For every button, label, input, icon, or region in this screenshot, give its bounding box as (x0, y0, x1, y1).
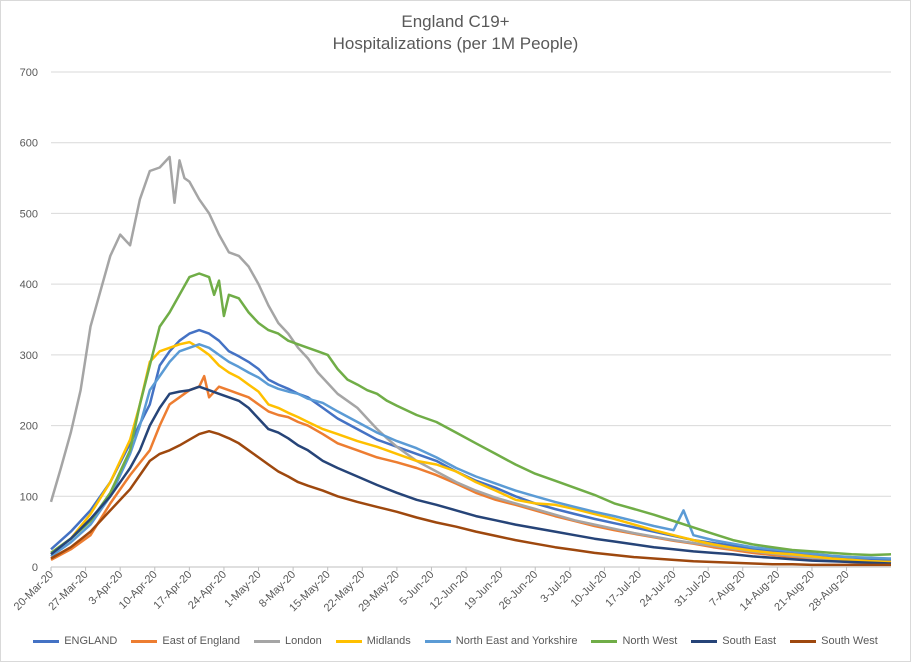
legend-item: South East (691, 635, 776, 647)
legend-label: South West (821, 635, 878, 647)
legend-label: North West (622, 635, 678, 647)
series-line-england (50, 328, 891, 562)
legend-label: Midlands (366, 635, 411, 647)
legend-label: North East and Yorkshire (455, 635, 578, 647)
series-line-south-west (50, 429, 891, 567)
legend-item: North East and Yorkshire (424, 635, 578, 647)
gridlines (51, 71, 891, 568)
legend-item: East of England (131, 635, 240, 647)
legend-swatch (691, 639, 718, 643)
legend-swatch (591, 639, 618, 643)
legend-label: ENGLAND (64, 635, 118, 647)
y-tick-label: 100 (20, 491, 38, 503)
series-line-south-east (50, 385, 892, 565)
x-tick-label: 1-May-20 (222, 569, 263, 610)
legend-item: ENGLAND (33, 635, 117, 647)
x-tick-label: 17-Jul-20 (603, 569, 644, 610)
y-tick-label: 500 (20, 208, 38, 220)
legend-swatch (131, 639, 158, 643)
y-tick-label: 200 (20, 421, 38, 433)
legend-swatch (424, 639, 451, 643)
series-line-north-west (50, 272, 892, 557)
legend-swatch (335, 639, 362, 643)
y-tick-label: 600 (20, 138, 38, 150)
legend-item: South West (790, 635, 878, 647)
x-tick-label: 10-Jul-20 (569, 569, 610, 610)
series-line-east-of-england (50, 374, 892, 565)
y-tick-label: 300 (20, 350, 38, 362)
chart-title-line2: Hospitalizations (per 1M People) (332, 34, 579, 53)
legend-item: London (254, 635, 322, 647)
series-lines (49, 155, 892, 567)
legend-label: South East (722, 635, 777, 647)
legend-label: London (285, 635, 322, 647)
x-axis-ticks: 20-Mar-2027-Mar-203-Apr-2010-Apr-2017-Ap… (12, 567, 852, 614)
series-line-london (49, 155, 892, 564)
x-tick-label: 24-Jul-20 (638, 569, 679, 610)
y-tick-label: 0 (32, 562, 38, 574)
x-tick-label: 31-Jul-20 (672, 569, 713, 610)
series-line-north-east-and-yorkshire (50, 343, 892, 560)
legend-swatch (254, 639, 281, 643)
chart-title: England C19+ Hospitalizations (per 1M Pe… (1, 11, 910, 55)
legend-swatch (33, 639, 60, 643)
line-chart: 0 100 200 300 400 500 600 700 20-Mar-2027-Mar-2… (12, 67, 892, 614)
legend-swatch (790, 639, 817, 643)
legend: ENGLAND East of England London Midlands Nort… (1, 635, 910, 647)
series-line-midlands (50, 340, 892, 564)
legend-item: North West (591, 635, 677, 647)
y-tick-label: 700 (20, 67, 38, 79)
legend-label: East of England (162, 635, 241, 647)
y-tick-label: 400 (20, 279, 38, 291)
chart-title-line1: England C19+ (401, 12, 510, 31)
y-axis-ticks: 0 100 200 300 400 500 600 700 (20, 67, 38, 574)
legend-item: Midlands (335, 635, 411, 647)
